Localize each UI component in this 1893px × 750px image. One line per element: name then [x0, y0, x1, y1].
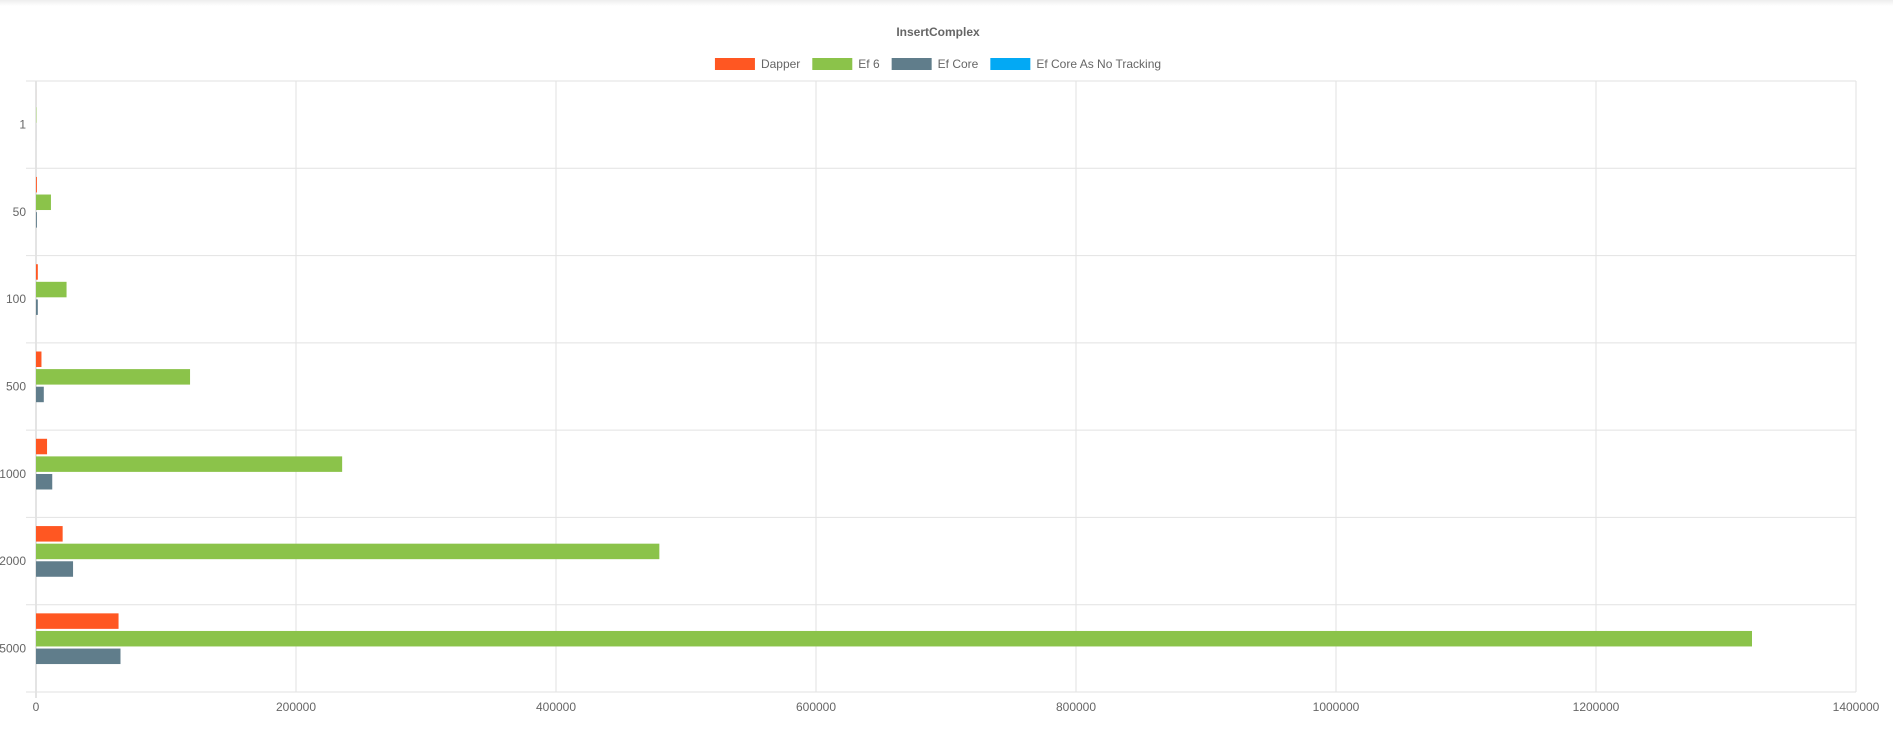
bar — [36, 282, 67, 298]
x-tick-label: 200000 — [276, 700, 316, 714]
x-tick-label: 400000 — [536, 700, 576, 714]
legend-label: Ef Core As No Tracking — [1036, 57, 1161, 71]
chart-grid — [26, 81, 1856, 698]
x-tick-label: 0 — [33, 700, 40, 714]
legend-label: Ef Core — [938, 57, 979, 71]
x-tick-label: 600000 — [796, 700, 836, 714]
bar — [36, 631, 1752, 647]
bar — [36, 456, 342, 472]
x-tick-label: 1000000 — [1313, 700, 1360, 714]
y-tick-label: 50 — [13, 205, 27, 219]
chart-bars — [36, 90, 1752, 664]
y-tick-label: 5000 — [0, 641, 26, 655]
x-tick-label: 1200000 — [1573, 700, 1620, 714]
x-axis-labels: 0 200000 400000 600000 800000 1000000 1200000 1… — [33, 700, 1880, 714]
bar — [36, 544, 659, 560]
bar — [36, 474, 52, 490]
bar — [36, 369, 190, 385]
bar — [36, 299, 38, 315]
x-tick-label: 800000 — [1056, 700, 1096, 714]
bar — [36, 352, 41, 368]
legend-item: Ef 6 — [812, 57, 880, 71]
bar — [36, 387, 44, 403]
bar — [36, 526, 63, 542]
legend-swatch — [715, 58, 755, 70]
chart-title: InsertComplex — [896, 25, 980, 39]
bar — [36, 212, 37, 228]
legend-item: Ef Core As No Tracking — [990, 57, 1161, 71]
bar — [36, 649, 121, 665]
y-tick-label: 1 — [19, 118, 26, 132]
legend-item: Dapper — [715, 57, 800, 71]
bar — [36, 264, 38, 280]
legend-label: Dapper — [761, 57, 800, 71]
legend-item: Ef Core — [892, 57, 979, 71]
y-tick-label: 2000 — [0, 554, 26, 568]
chart-legend: Dapper Ef 6 Ef Core Ef Core As No Tracking — [715, 57, 1161, 71]
bar — [36, 439, 47, 455]
legend-swatch — [812, 58, 852, 70]
bar — [36, 177, 37, 193]
y-tick-label: 100 — [6, 292, 26, 306]
y-axis-labels: 1 50 100 500 1000 2000 5000 — [0, 118, 26, 656]
bar — [36, 613, 119, 629]
x-tick-label: 1400000 — [1833, 700, 1880, 714]
legend-swatch — [990, 58, 1030, 70]
bar — [36, 195, 51, 211]
bar — [36, 561, 73, 577]
y-tick-label: 1000 — [0, 467, 26, 481]
legend-label: Ef 6 — [858, 57, 880, 71]
y-tick-label: 500 — [6, 380, 26, 394]
legend-swatch — [892, 58, 932, 70]
